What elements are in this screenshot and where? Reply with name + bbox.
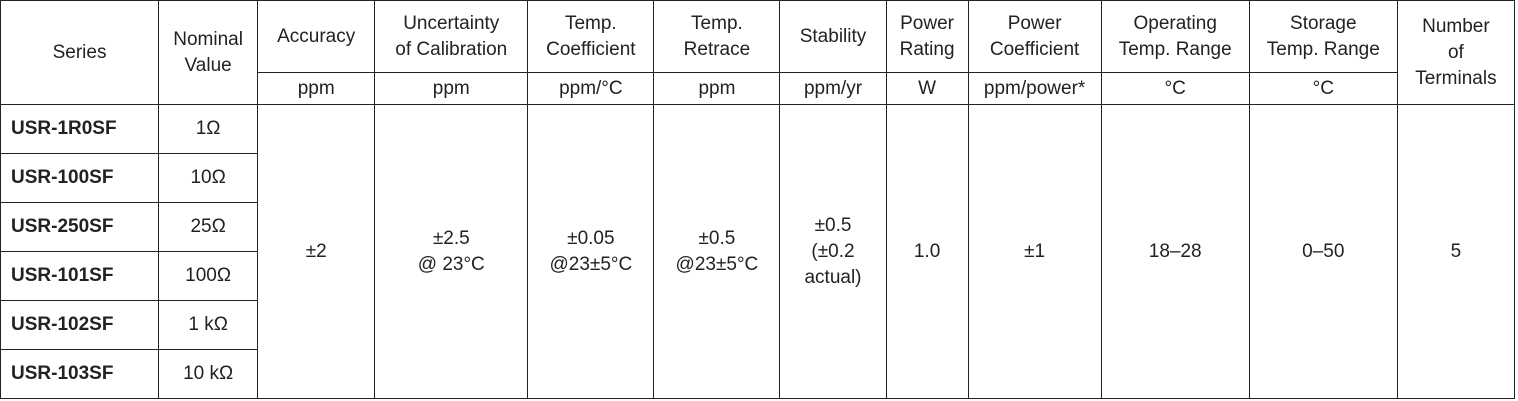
unit-storage-temp: °C: [1248, 72, 1398, 105]
header-accuracy: Accuracy: [257, 0, 376, 73]
header-storage-temp: Storage Temp. Range: [1248, 0, 1398, 73]
series-cell: USR-250SF: [0, 202, 160, 252]
header-storage-temp-line1: Storage: [1290, 12, 1357, 34]
header-power-rating: Power Rating: [885, 0, 969, 73]
table-row: USR-100SF 10Ω: [0, 153, 1515, 203]
unit-operating-temp: °C: [1100, 72, 1250, 105]
series-cell: USR-103SF: [0, 349, 160, 399]
shared-power-rating: 1.0: [885, 104, 969, 399]
shared-stability-line1: ±0.5: [814, 214, 852, 236]
header-temp-retrace-line2: Retrace: [683, 38, 751, 60]
header-temp-retrace-line1: Temp.: [691, 12, 743, 34]
shared-temp-retrace-line2: @23±5°C: [675, 253, 759, 275]
header-terminals-line2: of: [1447, 41, 1464, 63]
header-power-rating-line2: Rating: [899, 38, 955, 60]
nominal-cell: 1 kΩ: [158, 300, 259, 350]
unit-temp-retrace: ppm: [653, 72, 781, 105]
header-series: Series: [0, 0, 160, 105]
table-row: USR-1R0SF 1Ω ±2 ±2.5 @ 23°C ±0.05 @23±5°…: [0, 104, 1516, 399]
shared-temp-coefficient: ±0.05 @23±5°C: [527, 104, 655, 399]
nominal-cell: 10Ω: [158, 153, 259, 203]
shared-stability-line3: actual): [804, 266, 862, 288]
shared-uncertainty: ±2.5 @ 23°C: [374, 104, 529, 399]
header-row: Series Nominal Value Accuracy Uncertaint…: [0, 0, 1516, 105]
header-nominal-value-line1: Nominal: [173, 28, 243, 50]
table-row: USR-250SF 25Ω: [0, 202, 1515, 252]
table-row: USR-102SF 1 kΩ: [0, 300, 1515, 350]
header-uncertainty-line2: of Calibration: [395, 38, 508, 60]
header-temp-coefficient: Temp. Coefficient: [527, 0, 655, 73]
header-power-coefficient-line2: Coefficient: [989, 38, 1080, 60]
shared-stability-line2: (±0.2: [811, 240, 855, 262]
shared-stability: ±0.5 (±0.2 actual): [779, 104, 887, 399]
header-storage-temp-line2: Temp. Range: [1266, 38, 1380, 60]
series-cell: USR-100SF: [0, 153, 160, 203]
header-terminals-line1: Number: [1422, 15, 1490, 37]
table-row: USR-101SF 100Ω: [0, 251, 1515, 301]
shared-storage-temp: 0–50: [1248, 104, 1398, 399]
header-operating-temp-line1: Operating: [1133, 12, 1217, 34]
unit-uncertainty: ppm: [374, 72, 529, 105]
shared-temp-retrace: ±0.5 @23±5°C: [653, 104, 781, 399]
table-row: USR-103SF 10 kΩ: [0, 349, 1515, 399]
header-temp-coefficient-line2: Coefficient: [546, 38, 636, 60]
unit-power-rating: W: [885, 72, 969, 105]
series-cell: USR-1R0SF: [0, 104, 160, 154]
header-operating-temp: Operating Temp. Range: [1100, 0, 1250, 73]
nominal-cell: 10 kΩ: [158, 349, 259, 399]
units-row: ppm ppm ppm/°C ppm ppm/yr W ppm/power* °…: [1, 72, 1515, 105]
header-power-coefficient: Power Coefficient: [967, 0, 1102, 73]
header-stability: Stability: [779, 0, 887, 73]
shared-uncertainty-line1: ±2.5: [432, 227, 470, 249]
shared-accuracy: ±2: [257, 104, 376, 399]
header-temp-coefficient-line1: Temp.: [564, 12, 617, 34]
shared-temp-coefficient-line1: ±0.05: [567, 227, 615, 249]
header-terminals-line3: Terminals: [1415, 67, 1497, 89]
unit-accuracy: ppm: [257, 72, 376, 105]
shared-uncertainty-line2: @ 23°C: [417, 253, 485, 275]
shared-terminals: 5: [1396, 104, 1516, 399]
header-power-coefficient-line1: Power: [1007, 12, 1062, 34]
nominal-cell: 100Ω: [158, 251, 259, 301]
nominal-cell: 1Ω: [158, 104, 259, 154]
nominal-cell: 25Ω: [158, 202, 259, 252]
header-temp-retrace: Temp. Retrace: [653, 0, 781, 73]
shared-operating-temp: 18–28: [1100, 104, 1250, 399]
unit-power-coefficient: ppm/power*: [967, 72, 1102, 105]
shared-temp-coefficient-line2: @23±5°C: [549, 253, 633, 275]
series-cell: USR-101SF: [0, 251, 160, 301]
header-uncertainty-line1: Uncertainty: [403, 12, 500, 34]
header-power-rating-line1: Power: [900, 12, 954, 34]
header-terminals: Number of Terminals: [1396, 0, 1516, 105]
header-nominal-value-line2: Value: [184, 54, 232, 76]
shared-power-coefficient: ±1: [967, 104, 1102, 399]
header-uncertainty: Uncertainty of Calibration: [374, 0, 529, 73]
header-nominal-value: Nominal Value: [158, 0, 259, 105]
unit-temp-coefficient: ppm/°C: [527, 72, 655, 105]
header-operating-temp-line2: Temp. Range: [1118, 38, 1232, 60]
unit-stability: ppm/yr: [779, 72, 887, 105]
shared-temp-retrace-line1: ±0.5: [698, 227, 736, 249]
series-cell: USR-102SF: [0, 300, 160, 350]
